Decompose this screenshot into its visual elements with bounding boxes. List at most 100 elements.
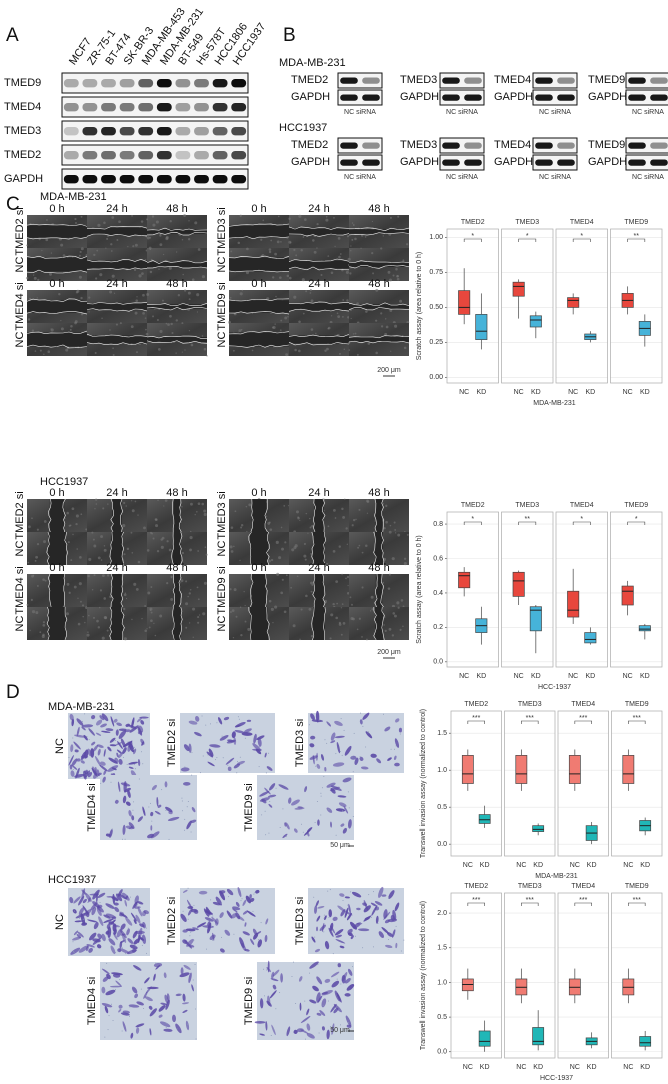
cell-texture: [30, 598, 33, 601]
stained-cell: [306, 1008, 310, 1016]
cell-texture: [75, 514, 79, 518]
pore: [370, 916, 372, 918]
cell-texture: [135, 588, 139, 591]
wound-edge: [47, 573, 52, 608]
wound-gap: [112, 499, 122, 532]
stained-cell: [101, 730, 111, 733]
pore: [301, 823, 303, 825]
cell-texture: [399, 299, 403, 303]
stained-cell: [324, 767, 327, 772]
stained-cell: [84, 749, 89, 759]
stained-cell: [303, 830, 311, 836]
cell-texture: [342, 622, 346, 625]
facet-frame: [504, 710, 556, 857]
stained-cell: [324, 978, 331, 983]
wound-edge: [179, 606, 183, 641]
facet-frame: [611, 710, 663, 857]
stained-cell: [340, 823, 345, 827]
wound-edge: [348, 232, 410, 236]
stained-cell: [280, 973, 283, 983]
cell-line-title: MDA-MB-231: [40, 191, 107, 203]
y-tick-label: 0.75: [429, 269, 443, 276]
wound-edge: [266, 531, 270, 566]
stained-cell: [296, 1028, 304, 1033]
blot-band: [156, 151, 172, 160]
cell-texture: [96, 619, 99, 623]
cell-texture: [229, 588, 232, 591]
cell-texture: [397, 215, 400, 218]
stained-cell: [387, 932, 393, 937]
pore: [110, 773, 112, 775]
stained-cell: [127, 724, 137, 729]
cell-texture: [300, 248, 303, 252]
pore: [192, 979, 194, 981]
wound-edge: [373, 531, 377, 566]
stained-cell: [330, 785, 342, 791]
wound-gap: [313, 532, 325, 565]
stained-cell: [118, 758, 123, 765]
blot-band: [82, 175, 98, 184]
stained-cell: [159, 1021, 171, 1028]
stained-cell: [87, 771, 93, 778]
stained-cell: [233, 763, 241, 769]
wound-edge: [348, 307, 410, 311]
cell-texture: [32, 574, 35, 577]
stained-cell: [122, 824, 126, 836]
cell-texture: [345, 270, 349, 274]
stained-cell: [90, 748, 95, 758]
cell-texture: [86, 633, 90, 637]
blot-frame: [61, 96, 249, 118]
cell-texture: [170, 575, 173, 578]
cell-texture: [389, 309, 393, 312]
stained-cell: [78, 907, 85, 915]
stained-cell: [244, 922, 247, 927]
stained-cell: [127, 741, 133, 752]
pore: [161, 789, 163, 791]
wound-edge: [86, 267, 148, 270]
stained-cell: [203, 908, 210, 917]
cell-texture: [191, 278, 195, 282]
pore: [320, 814, 322, 816]
cell-texture: [79, 250, 82, 253]
stained-cell: [101, 933, 106, 942]
cell-texture: [141, 272, 144, 276]
stained-cell: [106, 973, 111, 980]
pore: [308, 724, 310, 726]
pore: [186, 806, 188, 808]
cell-texture: [131, 509, 135, 513]
cell-texture: [396, 277, 400, 281]
significance-bracket: [467, 720, 485, 724]
stained-cell: [378, 931, 384, 939]
cell-texture: [240, 524, 244, 527]
row-label: NC: [216, 257, 228, 273]
wound-edge: [146, 232, 208, 236]
cell-texture: [197, 248, 201, 251]
cell-texture: [299, 638, 301, 641]
cell-texture: [292, 624, 296, 628]
cell-texture: [230, 550, 234, 553]
pore: [151, 820, 153, 822]
pore: [181, 797, 183, 799]
stained-cell: [332, 916, 338, 921]
significance: ***: [526, 715, 534, 722]
wound-edge: [120, 498, 124, 533]
stained-cell: [101, 1003, 113, 1008]
group-label: NC: [623, 862, 633, 869]
significance: *: [471, 233, 474, 240]
stained-cell: [278, 784, 289, 790]
stained-cell: [82, 898, 87, 904]
wound-edge: [48, 498, 52, 533]
pore: [306, 833, 308, 835]
stained-cell: [298, 976, 303, 982]
lane-label: NC siRNA: [632, 174, 664, 181]
box: [639, 1036, 652, 1047]
facet-frame: [610, 228, 663, 384]
target-label: TMED3: [400, 139, 437, 151]
cell-texture: [111, 216, 115, 219]
wound-edge: [311, 531, 315, 566]
stained-cell: [392, 929, 396, 938]
stained-cell: [345, 1015, 352, 1027]
blot-band: [194, 103, 209, 112]
cell-texture: [123, 501, 126, 505]
cell-texture: [385, 520, 388, 524]
